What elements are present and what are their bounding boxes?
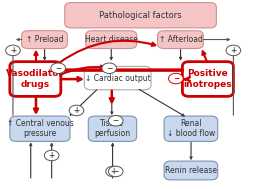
Text: ↑ Preload: ↑ Preload: [26, 35, 63, 44]
Circle shape: [109, 166, 123, 177]
Text: +: +: [48, 151, 55, 160]
Text: Renal
↓ blood flow: Renal ↓ blood flow: [167, 119, 215, 138]
FancyBboxPatch shape: [157, 31, 203, 49]
FancyBboxPatch shape: [164, 116, 218, 141]
Text: +: +: [10, 46, 16, 55]
FancyBboxPatch shape: [88, 116, 137, 141]
Text: Tissue
perfusion: Tissue perfusion: [94, 119, 131, 138]
Circle shape: [106, 166, 120, 177]
Text: ↓ Cardiac output: ↓ Cardiac output: [85, 74, 151, 83]
Text: Vasodilator
drugs: Vasodilator drugs: [6, 69, 64, 89]
Text: Positive
inotropes: Positive inotropes: [184, 69, 232, 89]
Text: −: −: [173, 74, 179, 83]
Text: −: −: [106, 64, 112, 73]
FancyBboxPatch shape: [86, 31, 137, 49]
Circle shape: [102, 63, 116, 74]
Circle shape: [69, 105, 84, 116]
Text: +: +: [73, 106, 80, 115]
Text: +: +: [230, 46, 237, 55]
Text: −: −: [113, 116, 119, 125]
Circle shape: [226, 45, 241, 56]
FancyBboxPatch shape: [10, 116, 70, 141]
Text: Heart disease: Heart disease: [85, 35, 138, 44]
Text: Renin release: Renin release: [165, 166, 217, 175]
Circle shape: [44, 150, 59, 161]
Text: +: +: [110, 167, 116, 176]
Text: Pathological factors: Pathological factors: [99, 11, 182, 20]
Circle shape: [109, 115, 123, 126]
FancyBboxPatch shape: [10, 62, 61, 96]
FancyBboxPatch shape: [21, 31, 67, 49]
FancyBboxPatch shape: [65, 3, 217, 28]
Text: −: −: [55, 64, 61, 73]
FancyBboxPatch shape: [183, 62, 233, 96]
Text: ↑ Afterload: ↑ Afterload: [159, 35, 202, 44]
FancyBboxPatch shape: [164, 161, 218, 180]
Text: −: −: [113, 167, 119, 176]
Circle shape: [51, 63, 66, 74]
Text: ↑ Central venous
pressure: ↑ Central venous pressure: [7, 119, 73, 138]
Circle shape: [169, 73, 183, 84]
FancyBboxPatch shape: [84, 66, 151, 90]
Circle shape: [6, 45, 20, 56]
